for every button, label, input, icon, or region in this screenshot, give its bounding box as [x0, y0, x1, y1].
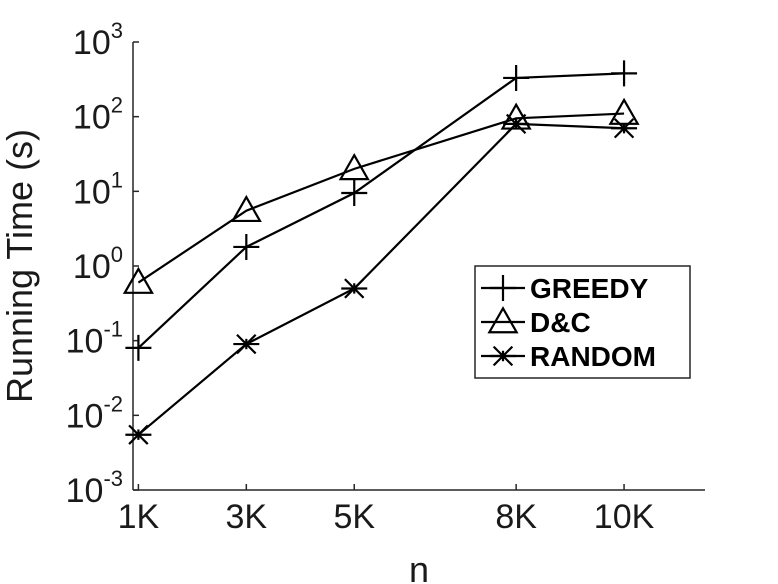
- x-axis-label: n: [409, 549, 429, 584]
- plus-marker: [125, 334, 152, 361]
- triangle-marker: [487, 306, 519, 334]
- asterisk-marker: [490, 345, 516, 367]
- plus-marker: [490, 275, 516, 301]
- y-tick-base: 10: [73, 24, 111, 62]
- legend-item: D&C: [481, 306, 591, 338]
- x-tick-label: 1K: [118, 498, 160, 536]
- series-random: [125, 113, 638, 445]
- legend-item: GREEDY: [481, 273, 649, 304]
- y-tick-label: 100: [73, 242, 123, 286]
- y-tick-label: 102: [73, 93, 123, 137]
- series-greedy: [125, 60, 638, 361]
- y-tick-base: 10: [66, 323, 104, 361]
- y-tick-exponent: 3: [111, 18, 123, 43]
- y-axis-label: Running Time (s): [0, 129, 40, 403]
- x-tick-label: 5K: [333, 498, 375, 536]
- triangle-marker: [338, 152, 370, 181]
- y-tick-exponent: 1: [111, 167, 123, 192]
- asterisk-marker: [341, 278, 368, 299]
- plus-marker: [233, 233, 260, 260]
- asterisk-marker: [503, 113, 530, 135]
- series-d-c: [122, 97, 640, 294]
- y-tick-label: 10-2: [66, 391, 123, 435]
- plus-marker: [341, 179, 368, 206]
- y-tick-exponent: -1: [103, 317, 123, 342]
- legend-label: RANDOM: [530, 341, 656, 372]
- legend-label: D&C: [530, 307, 591, 338]
- x-tick-label: 8K: [495, 498, 537, 536]
- y-tick-exponent: -2: [103, 391, 123, 416]
- plus-marker: [503, 64, 530, 91]
- plus-marker: [611, 60, 638, 87]
- x-tick-label: 3K: [226, 498, 268, 536]
- y-tick-label: 10-3: [66, 466, 123, 510]
- y-tick-label: 10-1: [66, 317, 123, 361]
- triangle-marker: [230, 194, 262, 223]
- x-tick-label: 10K: [594, 498, 655, 536]
- y-tick-base: 10: [66, 472, 104, 510]
- series-layer: [122, 60, 640, 445]
- y-tick-exponent: 0: [111, 242, 123, 267]
- legend-label: GREEDY: [530, 273, 649, 304]
- y-tick-base: 10: [66, 397, 104, 435]
- series-line: [137, 112, 625, 284]
- triangle-marker: [122, 266, 154, 294]
- legend-box: [474, 265, 691, 379]
- y-tick-exponent: 2: [111, 93, 123, 118]
- y-tick-base: 10: [73, 173, 111, 211]
- asterisk-marker: [125, 424, 152, 445]
- legend-item: RANDOM: [481, 341, 656, 372]
- asterisk-marker: [233, 333, 260, 355]
- y-tick-exponent: -3: [103, 466, 123, 491]
- y-tick-base: 10: [73, 248, 111, 286]
- y-tick-label: 103: [73, 18, 123, 62]
- asterisk-marker: [611, 118, 638, 139]
- y-tick-base: 10: [73, 99, 111, 137]
- y-tick-label: 101: [73, 167, 123, 211]
